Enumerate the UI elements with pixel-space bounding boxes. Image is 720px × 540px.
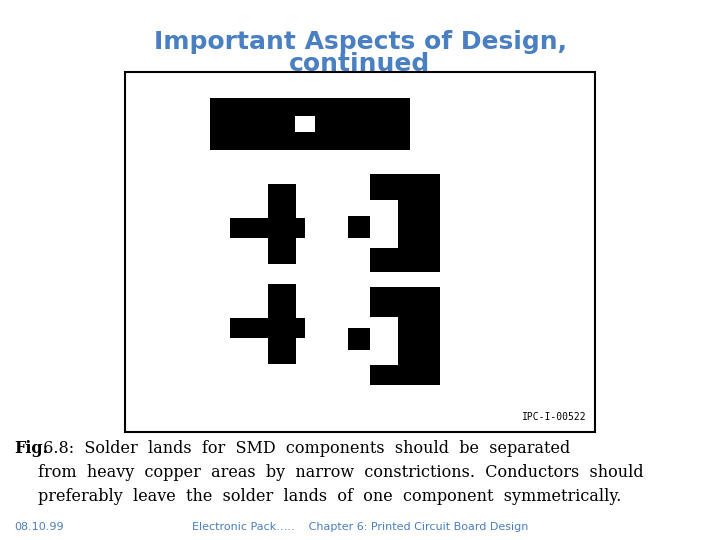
- Bar: [230, 318, 305, 338]
- Bar: [295, 116, 315, 132]
- Text: Fig.: Fig.: [14, 440, 48, 457]
- Bar: [315, 98, 410, 150]
- Bar: [268, 184, 296, 264]
- Text: 6.8:  Solder  lands  for  SMD  components  should  be  separated
from  heavy  co: 6.8: Solder lands for SMD components sho…: [38, 440, 644, 505]
- Bar: [370, 174, 440, 272]
- Bar: [370, 200, 398, 248]
- Bar: [295, 98, 315, 116]
- Bar: [230, 218, 305, 238]
- Bar: [125, 72, 595, 432]
- Bar: [370, 317, 398, 365]
- Text: Electronic Pack…..    Chapter 6: Printed Circuit Board Design: Electronic Pack….. Chapter 6: Printed Ci…: [192, 522, 528, 532]
- Bar: [295, 132, 315, 150]
- Text: IPC-I-00522: IPC-I-00522: [523, 412, 587, 422]
- Text: 08.10.99: 08.10.99: [14, 522, 63, 532]
- Bar: [268, 284, 296, 364]
- Bar: [370, 287, 440, 385]
- Bar: [210, 98, 295, 150]
- Text: continued: continued: [289, 52, 431, 76]
- Bar: [348, 216, 370, 238]
- Text: Important Aspects of Design,: Important Aspects of Design,: [153, 30, 567, 54]
- Bar: [348, 328, 370, 350]
